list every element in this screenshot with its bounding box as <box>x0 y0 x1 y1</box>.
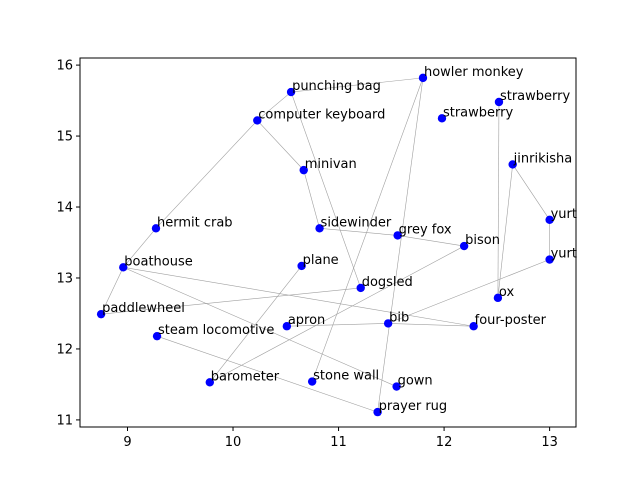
x-tick-label: 13 <box>541 435 558 450</box>
data-point <box>297 261 306 271</box>
point-labels-layer: punching bag howler monkey strawberrystraw… <box>102 65 577 414</box>
data-point <box>152 331 162 341</box>
x-tick-label: 11 <box>330 435 347 450</box>
data-point <box>508 160 517 169</box>
y-tick-label: 13 <box>56 271 73 286</box>
edge-line <box>512 164 550 220</box>
point-label: four-poster <box>475 313 547 328</box>
point-label: howler monkey <box>424 65 524 80</box>
data-point <box>494 97 504 107</box>
point-label: bison <box>465 233 500 248</box>
point-label: computer keyboard <box>258 107 385 122</box>
edge-line <box>303 170 320 229</box>
edge-line <box>497 164 513 298</box>
y-tick-label: 16 <box>56 59 73 74</box>
data-point <box>437 114 447 123</box>
data-point <box>299 165 308 175</box>
data-point <box>205 378 215 387</box>
point-label: gown <box>398 374 433 389</box>
edge-line <box>155 120 258 229</box>
point-label: jinrikisha <box>513 151 573 166</box>
point-label: yurt <box>551 247 577 262</box>
edge-line <box>319 228 398 236</box>
y-tick-label: 11 <box>56 413 73 428</box>
edge-line <box>290 91 361 289</box>
point-label: punching bag <box>292 79 381 94</box>
data-point <box>119 263 128 272</box>
point-label: barometer <box>211 369 280 384</box>
edge-line <box>100 267 124 315</box>
edge-line <box>101 287 361 315</box>
point-label: grey fox <box>399 222 452 237</box>
edge-line <box>156 335 378 413</box>
point-label: hermit crab <box>157 215 233 230</box>
edge-line <box>388 323 474 327</box>
point-label: stone wall <box>313 369 379 384</box>
point-label: bib <box>389 310 409 325</box>
edge-line <box>209 245 465 383</box>
point-label: ox <box>499 285 515 300</box>
axes-frame <box>79 57 577 428</box>
data-point <box>307 377 317 386</box>
edge-line <box>123 228 157 268</box>
edge-line <box>123 267 474 327</box>
edge-line <box>257 91 292 121</box>
data-point <box>282 322 292 331</box>
point-label: prayer rug <box>379 399 448 414</box>
point-label: sidewinder <box>321 215 392 230</box>
data-point <box>383 319 393 328</box>
edge-line <box>377 77 424 413</box>
point-label: paddlewheel <box>102 301 185 316</box>
y-axis-ticks: 11 12 13 14 15 16 <box>56 59 80 428</box>
data-point <box>469 322 478 331</box>
data-point <box>545 215 554 224</box>
point-label: plane <box>303 253 339 268</box>
data-point <box>356 283 365 293</box>
x-tick-label: 10 <box>225 435 242 450</box>
points-layer <box>96 73 554 417</box>
data-point <box>286 87 296 97</box>
edge-line <box>291 77 424 93</box>
edge-line <box>286 323 389 327</box>
point-label: apron <box>288 313 325 328</box>
point-label: steam locomotive <box>158 323 274 338</box>
data-point <box>393 231 402 240</box>
edge-line <box>257 120 304 171</box>
edge-line <box>209 265 302 383</box>
data-point <box>545 255 554 264</box>
edge-line <box>497 101 500 298</box>
y-tick-label: 15 <box>56 130 73 145</box>
data-point <box>253 116 262 125</box>
data-point <box>459 241 469 251</box>
data-point <box>392 382 401 391</box>
point-label: yurt <box>551 207 577 222</box>
edge-line <box>388 259 550 324</box>
edge-line <box>311 77 424 382</box>
edge-line <box>397 235 465 247</box>
data-point <box>373 407 382 417</box>
point-label: strawberry <box>443 105 514 120</box>
point-label: strawberry <box>500 89 571 104</box>
point-label: dogsled <box>362 275 413 290</box>
edges-layer <box>100 77 550 413</box>
y-tick-label: 14 <box>56 201 73 216</box>
data-point <box>418 73 428 83</box>
data-point <box>493 293 503 303</box>
data-point <box>315 224 324 233</box>
y-tick-label: 12 <box>56 342 73 357</box>
point-label: minivan <box>305 157 357 172</box>
data-point <box>96 309 106 319</box>
x-tick-label: 9 <box>123 435 131 450</box>
point-label: boathouse <box>124 254 192 269</box>
x-axis-ticks: 9 10 11 12 13 <box>123 427 558 450</box>
data-point <box>151 224 161 233</box>
x-tick-label: 12 <box>436 435 453 450</box>
edge-line <box>123 267 397 387</box>
